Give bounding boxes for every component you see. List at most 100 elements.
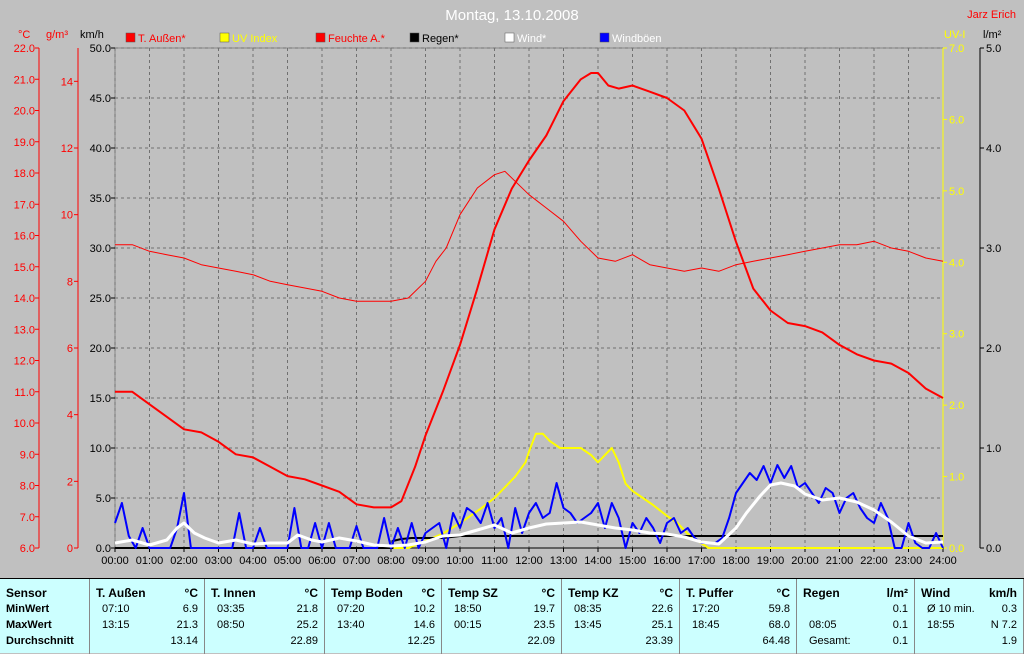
- series-line-t-au-en: [115, 72, 944, 509]
- stats-table: Sensor MinWert MaxWert Durchschnitt T. Außen…: [0, 578, 1024, 654]
- stats-row-label: MaxWert: [0, 617, 89, 633]
- stats-max-value: N 7.2: [990, 619, 1017, 631]
- stats-avg-row: 12.25: [325, 633, 441, 649]
- x-axis-tick-label: 10:00: [446, 555, 474, 567]
- wind-axis-tick-label: 45.0: [90, 93, 111, 105]
- unit-uv: UV-I: [944, 29, 965, 41]
- x-axis-tick-label: 06:00: [308, 555, 336, 567]
- stats-min-value: 10.2: [413, 603, 435, 615]
- stats-max-row: 13:45 25.1: [562, 617, 679, 633]
- x-axis-tick-label: 05:00: [274, 555, 302, 567]
- unit-wind: km/h: [80, 29, 104, 41]
- uv-axis-tick-label: 4.0: [949, 257, 964, 269]
- stats-max-time: 00:15: [454, 619, 482, 631]
- x-axis-tick-label: 19:00: [757, 555, 785, 567]
- stats-column: Regen l/m² 0.1 08:05 0.1 Gesamt: 0.1: [797, 579, 915, 654]
- axes: 6.0 7.0 8.0 9.0 10.0 11.0 12.0 13.0 14.0 15.0 16.0…: [14, 43, 1002, 567]
- wind-axis-tick-label: 15.0: [90, 393, 111, 405]
- x-axis-tick-label: 09:00: [412, 555, 440, 567]
- stats-avg-value: 0.1: [892, 635, 908, 647]
- unit-rain: l/m²: [983, 29, 1002, 41]
- stats-max-time: 18:45: [692, 619, 720, 631]
- legend-label: Windböen: [612, 33, 662, 45]
- stats-min-time: 17:20: [692, 603, 720, 615]
- legend-label: Wind*: [517, 33, 547, 45]
- stats-row-label: Sensor: [0, 585, 89, 601]
- legend-label: Feuchte A.*: [328, 33, 386, 45]
- stats-max-time: 13:15: [102, 619, 130, 631]
- stats-column-header: Temp KZ °C: [562, 585, 679, 601]
- stats-column: Temp Boden °C 07:20 10.2 13:40 14.6 12.25: [325, 579, 442, 654]
- uv-axis-tick-label: 3.0: [949, 329, 964, 341]
- stats-max-row: 18:55 N 7.2: [915, 617, 1023, 633]
- stats-max-value: 25.2: [296, 619, 318, 631]
- stats-min-time: Ø 10 min.: [927, 603, 975, 615]
- legend-swatch: [125, 32, 136, 43]
- stats-min-time: 18:50: [454, 603, 482, 615]
- stats-avg-value: 23.39: [645, 635, 673, 647]
- uv-axis-tick-label: 5.0: [949, 186, 964, 198]
- wind-axis-tick-label: 30.0: [90, 243, 111, 255]
- stats-column: Wind km/h Ø 10 min. 0.3 18:55 N 7.2 1.9: [915, 579, 1024, 654]
- x-axis-tick-label: 01:00: [136, 555, 164, 567]
- stats-column-header: T. Innen °C: [205, 585, 324, 601]
- stats-min-value: 0.3: [1001, 603, 1017, 615]
- stats-unit: l/m²: [886, 586, 908, 600]
- stats-sensor-name: Temp SZ: [448, 586, 498, 600]
- legend: T. Außen* UV Index Feuchte A.* Regen* Wind* W…: [125, 32, 662, 45]
- stats-max-time: 08:05: [809, 619, 837, 631]
- stats-avg-row: 1.9: [915, 633, 1023, 649]
- temp-axis-tick-label: 19.0: [14, 137, 35, 149]
- x-axis-tick-label: 02:00: [170, 555, 198, 567]
- stats-min-value: 21.8: [296, 603, 318, 615]
- stats-row-label-text: MaxWert: [6, 619, 52, 631]
- x-axis-tick-label: 00:00: [101, 555, 129, 567]
- stats-sensor-name: T. Innen: [211, 586, 256, 600]
- stats-column-header: Regen l/m²: [797, 585, 914, 601]
- stats-avg-value: 13.14: [170, 635, 198, 647]
- legend-swatch: [504, 32, 515, 43]
- rain-axis-tick-label: 2.0: [986, 343, 1001, 355]
- stats-min-value: 19.7: [533, 603, 555, 615]
- legend-swatch: [315, 32, 326, 43]
- stats-max-value: 23.5: [533, 619, 555, 631]
- rain-axis-tick-label: 4.0: [986, 143, 1001, 155]
- unit-temp: °C: [18, 29, 30, 41]
- uv-axis-tick-label: 7.0: [949, 43, 964, 55]
- stats-max-row: 13:40 14.6: [325, 617, 441, 633]
- stats-max-time: 08:50: [217, 619, 245, 631]
- temp-axis-tick-label: 8.0: [20, 481, 35, 493]
- stats-min-row: 18:50 19.7: [442, 601, 561, 617]
- stats-max-row: 08:05 0.1: [797, 617, 914, 633]
- uv-axis-tick-label: 0.0: [949, 543, 964, 555]
- stats-avg-value: 22.09: [527, 635, 555, 647]
- stats-unit: °C: [541, 586, 555, 600]
- rain-axis-tick-label: 1.0: [986, 443, 1001, 455]
- humidity-axis-tick-label: 14: [61, 76, 73, 88]
- stats-row-label-text: Sensor: [6, 586, 47, 600]
- stats-sensor-name: Temp Boden: [331, 586, 403, 600]
- stats-avg-row: 22.09: [442, 633, 561, 649]
- temp-axis-tick-label: 9.0: [20, 449, 35, 461]
- wind-axis-tick-label: 25.0: [90, 293, 111, 305]
- stats-min-row: 0.1: [797, 601, 914, 617]
- stats-min-row: 07:20 10.2: [325, 601, 441, 617]
- stats-sensor-name: Temp KZ: [568, 586, 619, 600]
- humidity-axis-tick-label: 4: [67, 410, 73, 422]
- stats-avg-value: 22.89: [290, 635, 318, 647]
- series-line-wind: [114, 481, 944, 548]
- temp-axis-tick-label: 20.0: [14, 106, 35, 118]
- uv-axis-tick-label: 6.0: [949, 114, 964, 126]
- x-axis-tick-label: 16:00: [653, 555, 681, 567]
- stats-row-label: Durchschnitt: [0, 633, 89, 649]
- stats-max-row: 00:15 23.5: [442, 617, 561, 633]
- x-axis-tick-label: 13:00: [550, 555, 578, 567]
- stats-max-value: 25.1: [651, 619, 673, 631]
- stats-max-time: 13:45: [574, 619, 602, 631]
- stats-column: T. Puffer °C 17:20 59.8 18:45 68.0 64.48: [680, 579, 797, 654]
- x-axis-tick-label: 24:00: [929, 555, 957, 567]
- stats-min-time: 07:10: [102, 603, 130, 615]
- temp-axis-tick-label: 15.0: [14, 262, 35, 274]
- rain-axis-tick-label: 5.0: [986, 43, 1001, 55]
- temp-axis-tick-label: 6.0: [20, 543, 35, 555]
